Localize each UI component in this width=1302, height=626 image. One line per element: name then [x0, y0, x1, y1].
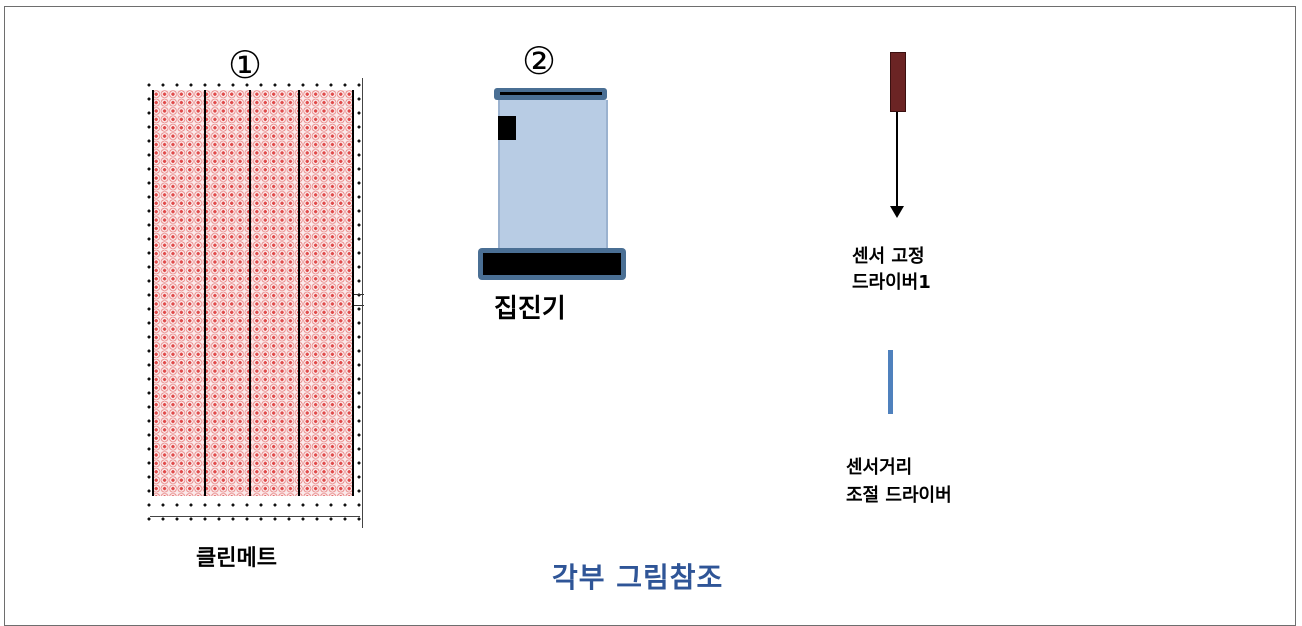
collector-label: 집진기	[494, 294, 566, 324]
collector-body	[498, 100, 608, 250]
mat-bottom-edge	[150, 516, 360, 517]
driver1-label-line2: 드라이버1	[852, 272, 931, 293]
mat-strip-line	[204, 90, 206, 496]
driver2-label: 센서거리 조절 드라이버	[846, 454, 952, 510]
mat-handle	[354, 294, 364, 306]
collector-number: ②	[522, 39, 557, 83]
collector-switch	[498, 116, 516, 140]
mat-number: ①	[228, 43, 263, 87]
driver1-handle	[890, 52, 906, 112]
mat-pattern	[152, 90, 354, 496]
mat-strip-line	[152, 90, 154, 496]
driver1-shaft	[896, 112, 898, 208]
mat-right-edge	[362, 78, 363, 528]
clean-mat	[142, 78, 368, 528]
driver1-label-line1: 센서 고정	[852, 246, 925, 267]
collector-lid-line	[500, 92, 602, 95]
figure-caption: 각부 그림참조	[552, 561, 724, 594]
mat-strip-line	[249, 90, 251, 496]
driver1-tip	[890, 206, 904, 218]
collector-base-inner	[483, 253, 621, 275]
mat-label: 클린메트	[196, 546, 277, 571]
driver2-icon	[888, 350, 893, 414]
driver2-label-line1: 센서거리	[846, 457, 913, 478]
mat-strip-line	[298, 90, 300, 496]
driver2-label-line2: 조절 드라이버	[846, 485, 952, 506]
driver1-label: 센서 고정 드라이버1	[852, 244, 931, 296]
mat-strip-line	[352, 90, 354, 496]
